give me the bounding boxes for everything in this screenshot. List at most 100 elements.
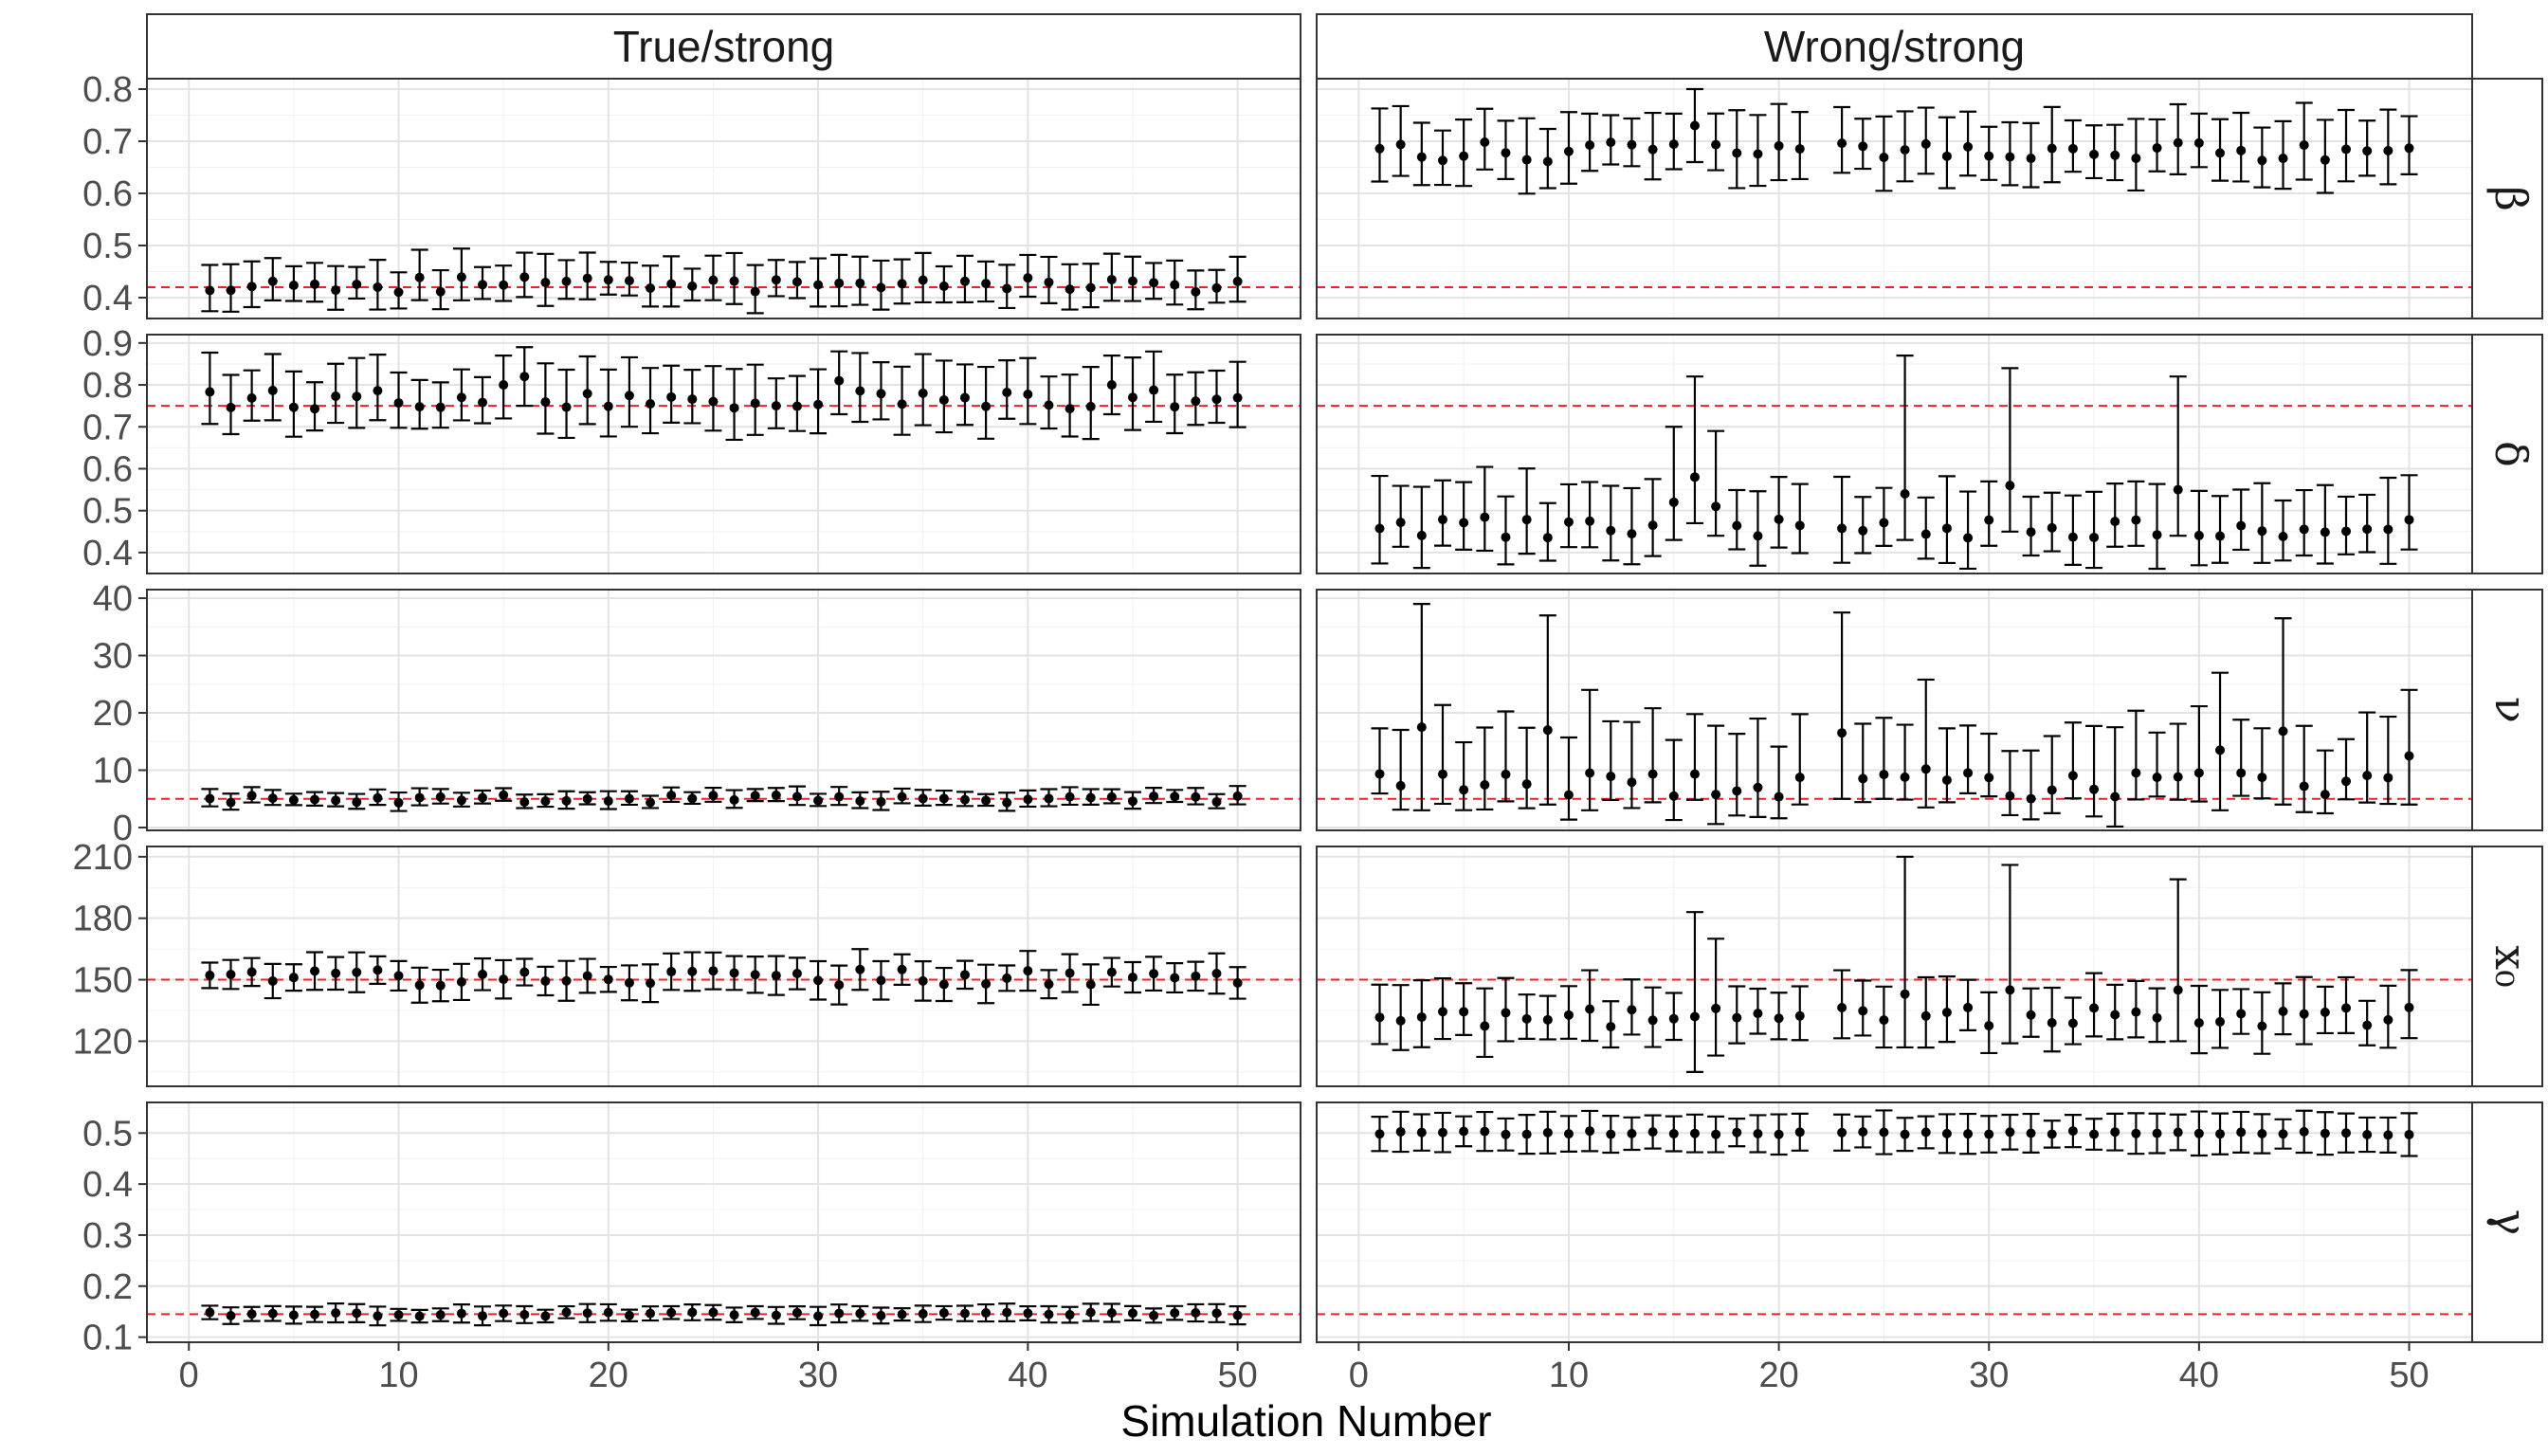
estimate-point: [708, 791, 719, 801]
estimate-point: [2362, 1020, 2373, 1030]
error-bar-sim-4: [1433, 1111, 1451, 1154]
estimate-point: [1647, 769, 1658, 779]
estimate-point: [855, 964, 865, 974]
error-bar-sim-11: [1581, 688, 1599, 811]
error-bar-sim-2: [1392, 1110, 1410, 1154]
error-bar-sim-38: [2148, 118, 2166, 173]
estimate-point: [1794, 520, 1805, 531]
error-bar-sim-9: [1538, 501, 1556, 562]
estimate-point: [646, 797, 656, 808]
error-bar-sim-5: [1455, 1115, 1473, 1148]
error-bar-sim-44: [2274, 617, 2292, 806]
estimate-point: [1794, 773, 1805, 783]
estimate-point: [666, 391, 677, 402]
error-bar-sim-17: [1707, 937, 1725, 1057]
error-bar-sim-9: [369, 788, 387, 807]
error-bar-sim-28: [767, 259, 785, 298]
error-bar-sim-35: [2085, 124, 2103, 180]
estimate-point: [478, 792, 488, 803]
estimate-point: [1170, 402, 1180, 412]
row-strip-label-3: ν: [2485, 697, 2537, 723]
estimate-point: [750, 1307, 760, 1318]
estimate-point: [792, 1307, 802, 1318]
error-bar-sim-13: [1623, 117, 1641, 168]
error-bar-sim-40: [2190, 704, 2208, 803]
estimate-point: [2193, 768, 2204, 778]
estimate-point: [435, 980, 446, 991]
panel-r2-c1: [146, 334, 1301, 574]
error-bar-sim-32: [2022, 495, 2040, 557]
estimate-point: [1689, 1011, 1700, 1022]
estimate-point: [1774, 140, 1784, 151]
estimate-point: [331, 285, 341, 296]
error-bar-sim-25: [1875, 486, 1893, 548]
error-bar-sim-27: [746, 956, 764, 994]
error-bar-sim-26: [1896, 855, 1914, 1049]
error-bar-sim-26: [1896, 110, 1914, 183]
error-bar-sim-22: [642, 367, 660, 435]
error-bar-sim-38: [2148, 731, 2166, 798]
error-bar-sim-33: [2043, 1119, 2061, 1149]
estimate-point: [1542, 1127, 1553, 1138]
estimate-point: [1984, 515, 1994, 525]
estimate-point: [2383, 524, 2393, 535]
estimate-point: [373, 386, 383, 396]
estimate-point: [1837, 138, 1847, 149]
estimate-point: [2005, 152, 2015, 162]
error-bar-sim-29: [1959, 1112, 1977, 1156]
estimate-point: [246, 967, 257, 977]
error-bar-sim-48: [2358, 1116, 2376, 1154]
estimate-point: [2215, 531, 2226, 541]
estimate-point: [2383, 1130, 2393, 1140]
panel-r5-c1: [146, 1101, 1301, 1343]
error-bar-sim-30: [810, 257, 828, 308]
error-bar-sim-33: [872, 1306, 890, 1325]
error-bar-sim-45: [2295, 488, 2313, 557]
estimate-point: [855, 795, 865, 806]
estimate-point: [1984, 151, 1994, 161]
error-bar-sim-43: [2253, 727, 2271, 800]
estimate-point: [352, 1308, 362, 1319]
estimate-point: [331, 1308, 341, 1319]
error-bar-sim-23: [1833, 475, 1851, 564]
error-bar-sim-44: [2274, 1118, 2292, 1150]
error-bar-sim-25: [704, 365, 722, 432]
error-bar-sim-20: [599, 790, 617, 810]
estimate-point: [2341, 526, 2352, 537]
x-tick-label: 40: [1008, 1356, 1047, 1395]
error-bar-sim-38: [2148, 1112, 2166, 1155]
estimate-point: [1002, 388, 1012, 398]
estimate-point: [2404, 515, 2414, 525]
error-bar-sim-29: [1959, 978, 1977, 1031]
estimate-point: [414, 1311, 425, 1321]
estimate-point: [1963, 533, 1974, 543]
y-tick-label: 0.6: [82, 174, 133, 214]
estimate-point: [2278, 1129, 2288, 1139]
panel-r3-c2: [1316, 589, 2473, 831]
strips-layer: True/strong Wrong/strong β δ ν x₀ γ: [146, 13, 2543, 1343]
error-bar-sim-23: [1833, 611, 1851, 800]
estimate-point: [331, 968, 341, 978]
estimate-point: [1837, 523, 1847, 534]
error-bar-sim-36: [935, 1304, 953, 1321]
error-bar-sim-41: [2211, 989, 2230, 1049]
estimate-point: [2320, 155, 2330, 165]
estimate-point: [1941, 774, 1952, 785]
error-bar-sim-48: [1187, 787, 1205, 806]
estimate-point: [435, 1310, 446, 1320]
panel-background: [147, 590, 1301, 830]
estimate-point: [646, 978, 656, 989]
estimate-point: [918, 975, 928, 986]
error-bar-sim-8: [348, 1302, 366, 1323]
error-bar-sim-34: [893, 1307, 911, 1322]
error-bar-sim-5: [1455, 740, 1473, 811]
estimate-point: [1984, 1129, 1994, 1139]
error-bar-sim-19: [578, 957, 596, 994]
estimate-point: [1963, 1129, 1974, 1139]
error-bar-sim-20: [1770, 1113, 1788, 1156]
estimate-point: [1501, 532, 1511, 542]
estimate-point: [834, 278, 845, 288]
estimate-point: [1542, 156, 1553, 167]
error-bar-sim-7: [1497, 976, 1515, 1043]
estimate-point: [2383, 773, 2393, 783]
